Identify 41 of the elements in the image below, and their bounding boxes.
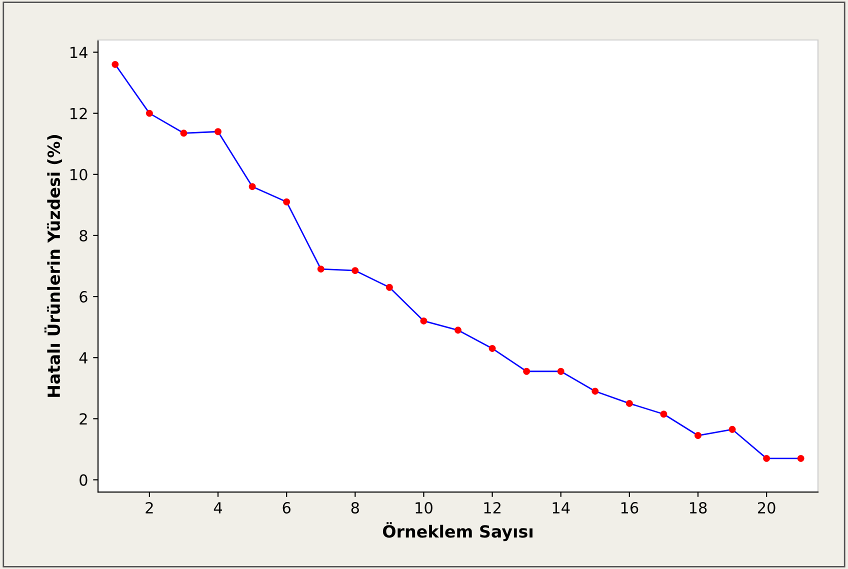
point: [248, 183, 256, 190]
point: [626, 400, 633, 407]
point: [797, 454, 804, 462]
point: [592, 388, 599, 395]
point: [420, 318, 428, 324]
x-tick-label: 16: [621, 502, 638, 514]
point: [523, 368, 530, 375]
y-tick-label: 12: [70, 108, 87, 120]
x-axis-title: Örneklem Sayısı: [382, 522, 532, 542]
y-tick-label: 2: [80, 413, 87, 425]
point: [352, 267, 359, 274]
y-tick-label: 4: [79, 352, 88, 364]
x-tick-label: 14: [552, 502, 570, 514]
point: [763, 454, 770, 462]
x-tick-label: 2: [146, 502, 153, 514]
point: [283, 198, 290, 206]
x-tick-label: 8: [351, 502, 359, 514]
x-tick-label: 18: [690, 502, 707, 514]
point: [146, 110, 153, 117]
x-tick-label: 6: [282, 502, 290, 514]
y-tick-label: 0: [80, 474, 88, 486]
point: [214, 128, 222, 136]
point: [112, 60, 119, 68]
y-tick-label: 10: [70, 168, 88, 180]
point: [557, 368, 564, 375]
point: [660, 410, 668, 418]
point: [180, 130, 188, 137]
y-tick-label: 6: [80, 291, 88, 303]
y-tick-label: 14: [70, 46, 88, 58]
point: [488, 344, 496, 352]
point: [694, 432, 702, 439]
point: [386, 284, 393, 291]
point: [317, 266, 324, 273]
x-tick-label: 4: [214, 502, 222, 514]
x-tick-label: 20: [758, 502, 776, 514]
point: [728, 426, 736, 433]
y-axis-title: Hatalı Ürünlerin Yüzdesi (%): [44, 135, 62, 397]
x-tick-label: 12: [484, 502, 500, 514]
x-tick-label: 10: [416, 502, 432, 514]
y-tick-label: 8: [80, 230, 88, 242]
point: [454, 326, 462, 334]
